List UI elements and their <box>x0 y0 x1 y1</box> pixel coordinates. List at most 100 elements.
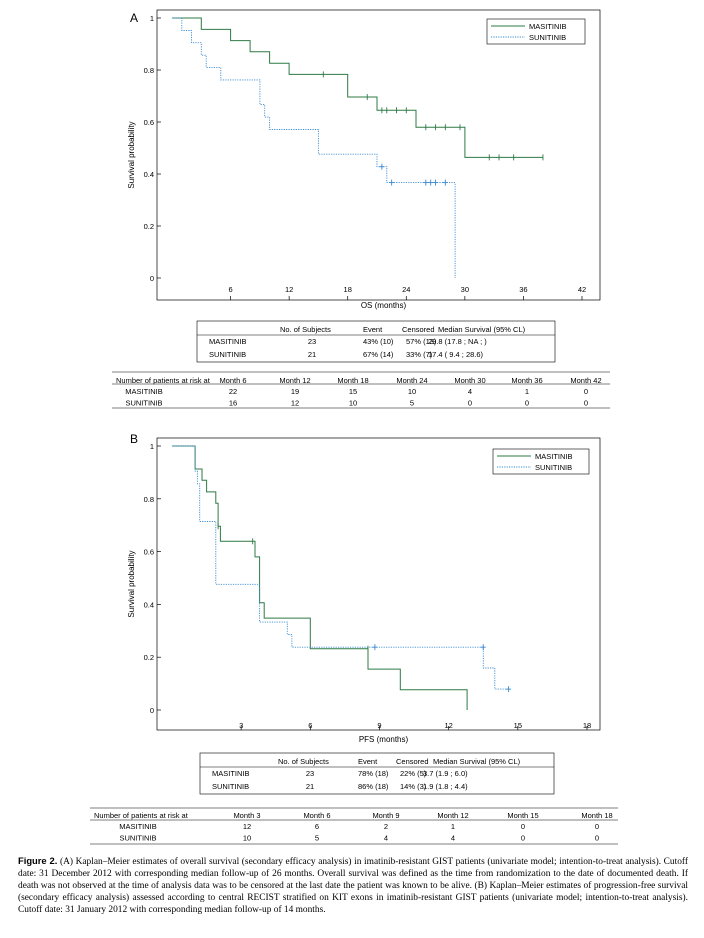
summary-table-header: Median Survival (95% CL) <box>438 325 526 334</box>
panel-letter: A <box>130 11 138 25</box>
y-tick-label: 0.4 <box>144 170 154 179</box>
legend-entry: MASITINIB <box>535 452 573 461</box>
summary-table-header: No. of Subjects <box>280 325 331 334</box>
risk-table-cell: 2 <box>384 822 388 831</box>
figure-caption: Figure 2. (A) Kaplan–Meier estimates of … <box>18 855 688 916</box>
risk-table-header: Month 6 <box>303 811 330 820</box>
risk-table-header: Month 9 <box>372 811 399 820</box>
x-tick-label: 9 <box>377 721 381 730</box>
y-tick-label: 1 <box>150 442 154 451</box>
x-tick-label: 36 <box>519 285 527 294</box>
caption-label: Figure 2. <box>18 855 58 866</box>
summary-table-header: Event <box>358 757 378 766</box>
risk-table-header: Month 3 <box>233 811 260 820</box>
risk-table-cell: 5 <box>315 834 319 843</box>
risk-table-cell: 4 <box>468 387 472 396</box>
risk-table-cell: 0 <box>521 822 525 831</box>
risk-table-cell: 10 <box>408 387 416 396</box>
risk-table-header: Month 36 <box>511 376 542 385</box>
summary-table-cell: 33% (7) <box>406 350 433 359</box>
risk-table-cell: 12 <box>243 822 251 831</box>
y-tick-label: 0 <box>150 706 154 715</box>
risk-table-header: Number of patients at risk at <box>94 811 189 820</box>
y-tick-label: 0.8 <box>144 66 154 75</box>
legend-entry: SUNITINIB <box>529 33 566 42</box>
summary-table-header: Event <box>363 325 383 334</box>
x-tick-label: 18 <box>583 721 591 730</box>
summary-table-header: No. of Subjects <box>278 757 329 766</box>
legend-box <box>486 18 586 45</box>
x-tick-label: 24 <box>402 285 410 294</box>
risk-table-cell: 0 <box>468 399 472 408</box>
summary-table-cell: 21 <box>308 350 316 359</box>
summary-table-cell: 23 <box>308 337 316 346</box>
summary-table-cell: 78% (18) <box>358 769 389 778</box>
risk-table-group: MASITINIB <box>119 822 157 831</box>
y-axis-label: Survival probability <box>127 550 136 617</box>
risk-table-header: Month 6 <box>219 376 246 385</box>
x-axis-label: OS (months) <box>361 301 407 310</box>
risk-table-cell: 4 <box>384 834 388 843</box>
summary-table-group: SUNITINIB <box>209 350 246 359</box>
y-tick-label: 0.2 <box>144 653 154 662</box>
risk-table-cell: 0 <box>595 822 599 831</box>
summary-table-header: Censored <box>396 757 429 766</box>
risk-table-header: Number of patients at risk at <box>116 376 211 385</box>
risk-table-group: SUNITINIB <box>119 834 156 843</box>
x-axis-label: PFS (months) <box>359 735 409 744</box>
risk-table-header: Month 18 <box>337 376 368 385</box>
risk-table-cell: 6 <box>315 822 319 831</box>
summary-table-cell: 29.8 (17.8 ; NA ; ) <box>428 337 487 346</box>
risk-table-cell: 0 <box>525 399 529 408</box>
summary-table-cell: 1.9 (1.8 ; 4.4) <box>423 782 468 791</box>
panel-letter: B <box>130 432 138 446</box>
summary-table-cell: 43% (10) <box>363 337 394 346</box>
summary-table-group: SUNITINIB <box>212 782 249 791</box>
x-tick-label: 12 <box>444 721 452 730</box>
plot-frame <box>156 9 601 301</box>
summary-table-cell: 86% (18) <box>358 782 389 791</box>
summary-table-header: Median Survival (95% CL) <box>433 757 521 766</box>
y-axis-label: Survival probability <box>127 121 136 188</box>
y-tick-label: 0.4 <box>144 600 154 609</box>
risk-table-group: MASITINIB <box>125 387 163 396</box>
risk-table-header: Month 18 <box>581 811 612 820</box>
series-line-sunitinib <box>172 445 509 690</box>
risk-table-header: Month 30 <box>454 376 485 385</box>
y-tick-label: 1 <box>150 14 154 23</box>
legend-box <box>492 448 590 475</box>
summary-table-cell: 67% (14) <box>363 350 394 359</box>
series-line-sunitinib <box>172 17 456 278</box>
plot-frame <box>156 437 601 731</box>
risk-table-cell: 15 <box>349 387 357 396</box>
x-tick-label: 15 <box>514 721 522 730</box>
risk-table-cell: 1 <box>451 822 455 831</box>
series-line-masitinib <box>172 445 468 710</box>
risk-table-cell: 4 <box>451 834 455 843</box>
risk-table-header: Month 12 <box>437 811 468 820</box>
summary-table-border <box>199 752 555 795</box>
summary-table-cell: 14% (3) <box>400 782 427 791</box>
summary-table-cell: 23 <box>306 769 314 778</box>
risk-table-header: Month 12 <box>279 376 310 385</box>
summary-table-group: MASITINIB <box>209 337 247 346</box>
summary-table-cell: 17.4 ( 9.4 ; 28.6) <box>428 350 484 359</box>
y-tick-label: 0.6 <box>144 118 154 127</box>
y-tick-label: 0.8 <box>144 495 154 504</box>
risk-table-cell: 22 <box>229 387 237 396</box>
summary-table-header: Censored <box>402 325 435 334</box>
legend-entry: SUNITINIB <box>535 463 572 472</box>
x-tick-label: 18 <box>344 285 352 294</box>
series-line-masitinib <box>172 17 543 158</box>
risk-table-cell: 12 <box>291 399 299 408</box>
legend-entry: MASITINIB <box>529 22 567 31</box>
summary-table-cell: 57% (13) <box>406 337 437 346</box>
risk-table-cell: 10 <box>243 834 251 843</box>
summary-table-cell: 3.7 (1.9 ; 6.0) <box>423 769 468 778</box>
x-tick-label: 6 <box>228 285 232 294</box>
risk-table-cell: 0 <box>584 399 588 408</box>
risk-table-group: SUNITINIB <box>125 399 162 408</box>
